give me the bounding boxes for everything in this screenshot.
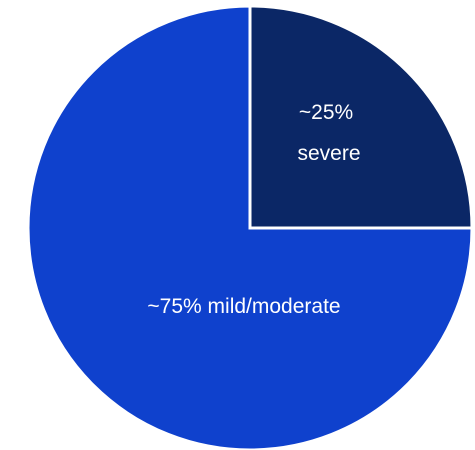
pie-slice-severe (248, 4, 474, 230)
pie-slice-mild-moderate (26, 4, 474, 450)
slice-label-mild-moderate: ~75% mild/moderate (147, 295, 340, 318)
slice-label-severe-name: severe (297, 142, 360, 165)
slice-label-severe: ~25% severe (297, 101, 360, 165)
slice-label-severe-percent: ~25% (299, 101, 353, 124)
pie-labels: ~25% severe ~75% mild/moderate (147, 101, 360, 318)
pie-slices (26, 4, 474, 450)
slice-label-mild-moderate-text: ~75% mild/moderate (147, 295, 340, 318)
